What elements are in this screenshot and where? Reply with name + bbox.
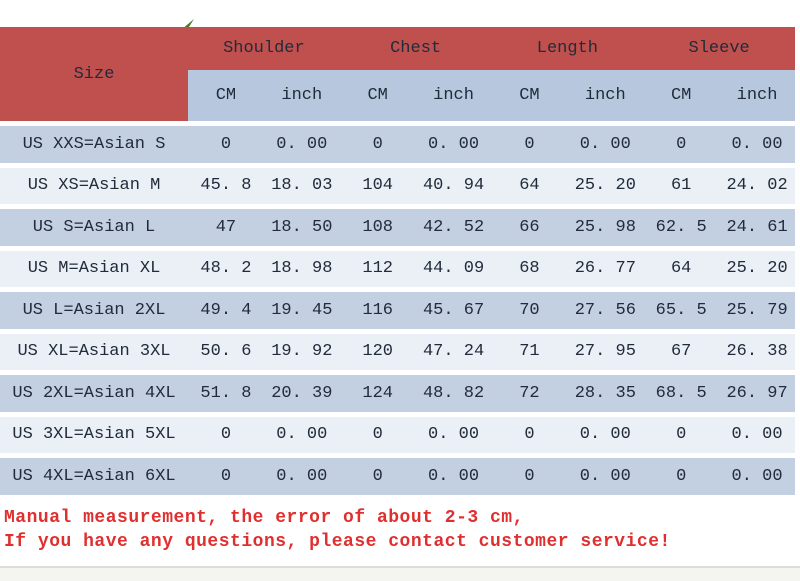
table-cell: 44. 09 [415,245,492,287]
size-chart-table: Size Shoulder Chest Length Sleeve CM inc… [0,27,795,495]
table-cell: 18. 98 [263,245,340,287]
group-header-chest: Chest [339,27,492,70]
table-cell: 26. 97 [719,370,795,412]
table-cell: 20. 39 [263,370,340,412]
table-cell: 71 [491,328,568,370]
unit-header: inch [567,70,644,121]
table-cell: 0. 00 [415,411,492,453]
bottom-divider [0,566,800,581]
table-cell: 0. 00 [719,411,795,453]
table-cell: 0 [643,121,720,163]
table-cell: 42. 52 [415,204,492,246]
table-cell: 108 [339,204,416,246]
unit-header: inch [415,70,492,121]
table-cell: 0. 00 [263,453,340,495]
size-label: US M=Asian XL [0,245,188,287]
table-cell: 19. 92 [263,328,340,370]
table-cell: 47. 24 [415,328,492,370]
table-cell: 0. 00 [263,411,340,453]
table-cell: 50. 6 [188,328,264,370]
table-cell: 61 [643,162,720,204]
table-cell: 47 [188,204,264,246]
table-cell: 25. 20 [719,245,795,287]
table-cell: 28. 35 [567,370,644,412]
table-cell: 49. 4 [188,287,264,329]
table-cell: 70 [491,287,568,329]
table-cell: 0 [188,453,264,495]
table-cell: 0 [339,453,416,495]
size-label: US XXS=Asian S [0,121,188,163]
group-header-shoulder: Shoulder [188,27,340,70]
table-cell: 0 [339,121,416,163]
table-cell: 64 [643,245,720,287]
table-cell: 104 [339,162,416,204]
table-cell: 0 [188,411,264,453]
table-cell: 26. 38 [719,328,795,370]
table-cell: 18. 50 [263,204,340,246]
group-header-length: Length [491,27,644,70]
table-cell: 26. 77 [567,245,644,287]
table-cell: 24. 61 [719,204,795,246]
table-cell: 0 [491,453,568,495]
table-cell: 124 [339,370,416,412]
table-cell: 48. 82 [415,370,492,412]
table-cell: 0 [339,411,416,453]
group-header-sleeve: Sleeve [643,27,795,70]
table-cell: 0 [188,121,264,163]
table-cell: 18. 03 [263,162,340,204]
size-label: US XL=Asian 3XL [0,328,188,370]
unit-header: CM [339,70,416,121]
table-cell: 116 [339,287,416,329]
table-cell: 19. 45 [263,287,340,329]
unit-header: CM [643,70,720,121]
table-cell: 0. 00 [263,121,340,163]
size-label: US 3XL=Asian 5XL [0,411,188,453]
unit-header: inch [263,70,340,121]
table-cell: 25. 20 [567,162,644,204]
table-cell: 0. 00 [567,453,644,495]
table-cell: 0. 00 [719,453,795,495]
table-cell: 0. 00 [567,411,644,453]
size-label: US 4XL=Asian 6XL [0,453,188,495]
table-cell: 67 [643,328,720,370]
table-cell: 51. 8 [188,370,264,412]
table-cell: 0. 00 [567,121,644,163]
table-cell: 27. 95 [567,328,644,370]
table-cell: 48. 2 [188,245,264,287]
table-cell: 68 [491,245,568,287]
table-cell: 40. 94 [415,162,492,204]
table-cell: 27. 56 [567,287,644,329]
table-cell: 62. 5 [643,204,720,246]
table-cell: 66 [491,204,568,246]
unit-header: inch [719,70,795,121]
size-label: US 2XL=Asian 4XL [0,370,188,412]
unit-header: CM [188,70,264,121]
size-label: US L=Asian 2XL [0,287,188,329]
table-cell: 0. 00 [415,121,492,163]
table-cell: 0 [643,453,720,495]
unit-header: CM [491,70,568,121]
table-cell: 120 [339,328,416,370]
size-label: US S=Asian L [0,204,188,246]
table-cell: 65. 5 [643,287,720,329]
table-cell: 64 [491,162,568,204]
contact-note: If you have any questions, please contac… [4,532,671,552]
table-cell: 25. 98 [567,204,644,246]
table-cell: 68. 5 [643,370,720,412]
size-label: US XS=Asian M [0,162,188,204]
table-cell: 0 [643,411,720,453]
table-cell: 25. 79 [719,287,795,329]
table-cell: 0. 00 [415,453,492,495]
table-cell: 24. 02 [719,162,795,204]
table-cell: 0 [491,121,568,163]
table-cell: 0. 00 [719,121,795,163]
size-column-header: Size [0,27,188,121]
table-cell: 45. 8 [188,162,264,204]
table-cell: 72 [491,370,568,412]
table-cell: 112 [339,245,416,287]
table-cell: 0 [491,411,568,453]
measurement-note: Manual measurement, the error of about 2… [4,508,524,528]
table-cell: 45. 67 [415,287,492,329]
